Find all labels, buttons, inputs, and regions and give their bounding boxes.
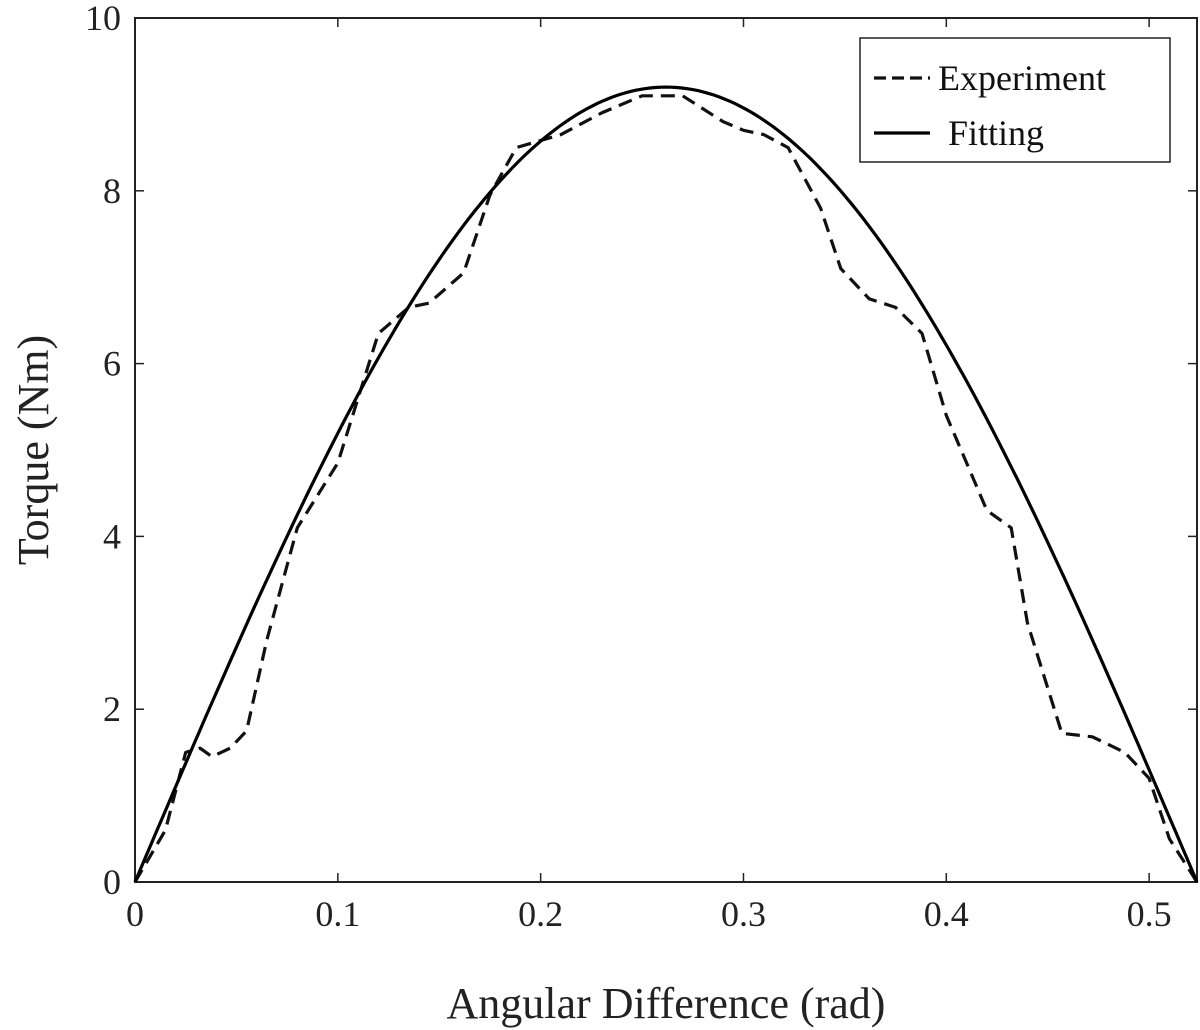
legend-label-fitting: Fitting [948, 113, 1044, 153]
x-tick-label: 0.2 [518, 894, 563, 934]
series-lines [133, 85, 1199, 883]
x-tick-label: 0.5 [1127, 894, 1172, 934]
x-tick-label: 0.3 [721, 894, 766, 934]
series-line-fitting [133, 85, 1199, 883]
x-tick-label: 0.1 [315, 894, 360, 934]
legend-box [859, 37, 1171, 163]
series-line-experiment [133, 94, 1199, 883]
y-tick-label: 2 [103, 689, 121, 729]
ticks: 0 0.1 0.2 0.3 0.4 0.5 0 2 4 6 8 10 [85, 0, 1197, 934]
plot-frame [134, 17, 1198, 883]
x-tick-label: 0.4 [924, 894, 969, 934]
legend: Experiment Fitting [859, 37, 1171, 163]
y-tick-label: 6 [103, 344, 121, 384]
y-tick-label: 10 [85, 0, 121, 38]
y-tick-label: 4 [103, 516, 121, 556]
y-axis-label: Torque (Nm) [9, 335, 58, 565]
x-tick-label: 0 [126, 894, 144, 934]
y-tick-label: 8 [103, 171, 121, 211]
axes [134, 17, 1198, 883]
x-axis-label: Angular Difference (rad) [447, 979, 886, 1028]
legend-label-experiment: Experiment [938, 58, 1106, 98]
y-tick-label: 0 [103, 862, 121, 902]
